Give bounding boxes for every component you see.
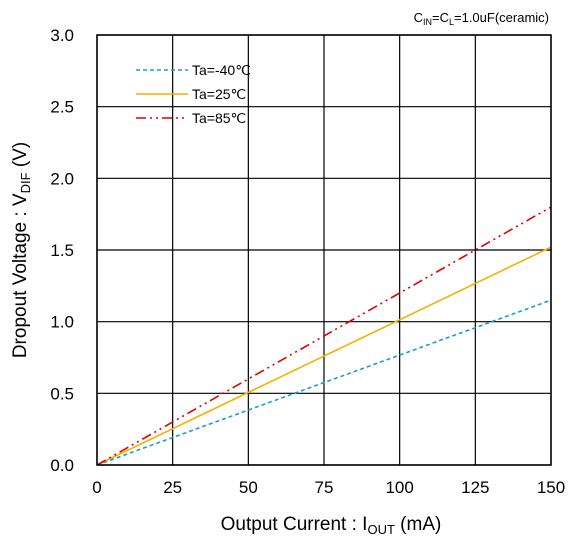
y-tick-label: 3.0 xyxy=(50,26,74,45)
legend-label-1: Ta=25℃ xyxy=(192,86,246,102)
condition-label: CIN=CL=1.0uF(ceramic) xyxy=(414,10,549,27)
x-tick-label: 0 xyxy=(92,478,101,497)
y-tick-label: 0.5 xyxy=(50,384,74,403)
y-axis-label-main: Dropout Voltage : V xyxy=(10,193,31,358)
x-axis-label: Output Current : IOUT (mA) xyxy=(221,514,442,537)
x-tick-label: 25 xyxy=(163,478,182,497)
legend-label-0: Ta=-40℃ xyxy=(192,62,251,78)
condition-cin: C xyxy=(414,10,423,25)
legend-label-2: Ta=85℃ xyxy=(192,110,246,126)
y-tick-label: 1.0 xyxy=(50,313,74,332)
y-tick-label: 1.5 xyxy=(50,241,74,260)
condition-cl-sub: L xyxy=(449,17,454,27)
series-line-0 xyxy=(96,299,552,466)
condition-cin-sub: IN xyxy=(423,17,432,27)
y-tick-label: 2.5 xyxy=(50,98,74,117)
y-axis-label-unit: (V) xyxy=(10,142,31,173)
x-tick-label: 125 xyxy=(461,478,489,497)
condition-value: =1.0uF(ceramic) xyxy=(454,10,549,25)
x-axis-label-unit: (mA) xyxy=(395,514,441,535)
x-axis-label-main: Output Current : I xyxy=(221,514,368,535)
x-tick-label: 150 xyxy=(537,478,565,497)
series-line-2 xyxy=(96,206,552,466)
condition-cl: =C xyxy=(432,10,449,25)
legend: Ta=-40℃ Ta=25℃ Ta=85℃ xyxy=(136,62,251,126)
y-tick-label: 2.0 xyxy=(50,169,74,188)
x-tick-label: 100 xyxy=(385,478,413,497)
series-lines xyxy=(96,206,552,466)
series-line-1 xyxy=(96,246,552,466)
y-axis-label: Dropout Voltage : VDIF (V) xyxy=(10,142,33,358)
x-tick-label: 50 xyxy=(239,478,258,497)
x-tick-labels: 0 25 50 75 100 125 150 xyxy=(92,478,565,497)
grid xyxy=(96,34,552,466)
x-axis-label-sub: OUT xyxy=(367,522,395,537)
plot-frame xyxy=(96,34,552,466)
y-axis-label-sub: DIF xyxy=(18,172,33,193)
x-tick-label: 75 xyxy=(315,478,334,497)
y-tick-label: 0.0 xyxy=(50,456,74,475)
y-tick-labels: 0.0 0.5 1.0 1.5 2.0 2.5 3.0 xyxy=(50,26,74,475)
